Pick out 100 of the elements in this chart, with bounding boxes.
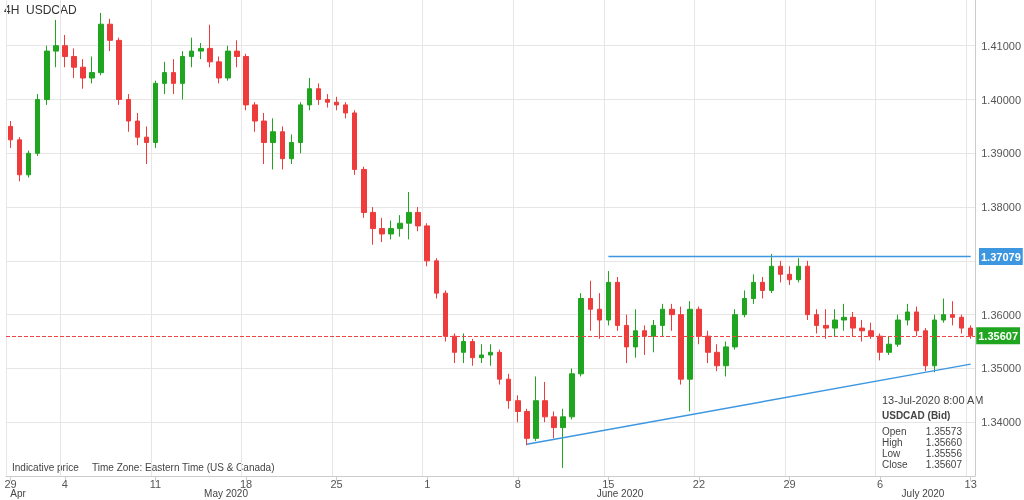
candlestick bbox=[723, 341, 729, 377]
x-tick-label: 29 bbox=[4, 477, 17, 490]
candlestick bbox=[397, 214, 403, 238]
candlestick bbox=[914, 306, 919, 337]
y-tick-label: 1.39000 bbox=[981, 147, 1021, 160]
chart-subtitle: USDCAD bbox=[26, 3, 78, 17]
annotation: 1.35573 bbox=[925, 426, 963, 437]
candlestick bbox=[633, 308, 638, 359]
candlestick bbox=[71, 47, 77, 79]
annotation: High bbox=[882, 437, 903, 448]
text: May 2020 bbox=[204, 487, 249, 499]
text: Apr bbox=[10, 487, 27, 499]
candlestick bbox=[551, 410, 557, 439]
candlestick bbox=[669, 303, 675, 332]
annotation: Indicative price bbox=[12, 461, 80, 473]
candlestick bbox=[252, 101, 258, 133]
candlestick bbox=[325, 93, 330, 109]
x-tick-label: 13 bbox=[964, 477, 977, 490]
candlestick bbox=[153, 80, 158, 149]
x-tick-label: 25 bbox=[330, 477, 343, 490]
candlestick bbox=[651, 319, 656, 353]
x-tick-label: 6 bbox=[877, 477, 884, 490]
candlestick bbox=[615, 276, 620, 332]
y-tick-label: 1.38000 bbox=[981, 201, 1021, 214]
candlestick bbox=[289, 133, 294, 165]
x-tick-label: 11 bbox=[149, 477, 162, 490]
candlestick bbox=[941, 298, 946, 324]
x-tick-label: 22 bbox=[692, 477, 706, 490]
candlestick bbox=[370, 206, 376, 246]
x-tick-label: 18 bbox=[239, 477, 253, 490]
x-tick-label: 4 bbox=[61, 477, 68, 490]
candlestick bbox=[959, 314, 964, 334]
candlestick bbox=[787, 265, 792, 286]
candlestick bbox=[687, 300, 693, 412]
candlestick bbox=[461, 332, 466, 364]
annotation: Time Zone: Eastern Time (US & Canada) bbox=[92, 461, 275, 473]
candlestick bbox=[832, 308, 838, 337]
x-tick-label: 15 bbox=[602, 477, 615, 490]
y-tick-label: 1.35000 bbox=[981, 362, 1021, 375]
candlestick bbox=[343, 101, 348, 119]
candlestick bbox=[895, 314, 901, 348]
candlestick bbox=[35, 93, 40, 157]
candlestick bbox=[198, 42, 204, 60]
ref-line-label: 1.35607 bbox=[978, 329, 1018, 342]
candlestick bbox=[841, 303, 847, 332]
candlestick bbox=[26, 150, 31, 178]
candlestick bbox=[805, 260, 810, 321]
candlestick bbox=[80, 58, 86, 90]
x-tick-label: 8 bbox=[514, 477, 521, 490]
candlestick bbox=[470, 338, 475, 367]
candlestick bbox=[760, 276, 765, 300]
candlestick bbox=[406, 191, 412, 240]
candlestick bbox=[778, 260, 783, 283]
annotation: USDCAD (Bid) bbox=[882, 409, 951, 421]
y-tick-label: 1.40000 bbox=[981, 93, 1021, 106]
candlestick bbox=[578, 292, 584, 377]
candlestick bbox=[8, 120, 13, 149]
candlestick bbox=[216, 55, 222, 84]
candlestick bbox=[307, 77, 312, 111]
candlestick bbox=[352, 109, 357, 176]
annotation: 1.35556 bbox=[925, 448, 963, 459]
x-tick-label: 29 bbox=[783, 477, 796, 490]
text: 1.37079 bbox=[981, 250, 1021, 263]
candlestick bbox=[361, 166, 367, 219]
candlestick bbox=[796, 257, 801, 283]
candlestick bbox=[533, 376, 539, 442]
candlestick bbox=[814, 308, 819, 334]
candlestick bbox=[488, 343, 493, 367]
candlestick bbox=[434, 257, 439, 300]
candlestick bbox=[280, 125, 285, 170]
candlestick bbox=[606, 270, 611, 326]
candlestick bbox=[886, 335, 892, 356]
candlestick bbox=[524, 408, 530, 446]
y-tick-label: 1.41000 bbox=[981, 39, 1021, 52]
candlestick bbox=[107, 18, 113, 52]
candlestick bbox=[144, 125, 149, 165]
candlestick bbox=[334, 96, 339, 111]
x-tick-label: 1 bbox=[424, 477, 431, 490]
candlestick bbox=[261, 112, 267, 165]
candlestick bbox=[424, 222, 430, 267]
candlestick bbox=[234, 39, 240, 68]
candlestick bbox=[135, 112, 140, 146]
candlestick bbox=[270, 117, 276, 170]
candlestick bbox=[180, 50, 185, 100]
candlestick bbox=[905, 303, 910, 326]
candlestick bbox=[560, 408, 566, 469]
candlestick bbox=[660, 303, 665, 337]
candlestick bbox=[950, 300, 955, 326]
candlestick bbox=[98, 12, 104, 76]
candlestick bbox=[569, 367, 575, 421]
candlestick bbox=[44, 45, 50, 106]
candlestick bbox=[751, 273, 756, 305]
candlestick bbox=[116, 37, 122, 106]
candlestick bbox=[162, 61, 167, 95]
chart-title: 4H bbox=[4, 3, 20, 17]
candlestick bbox=[89, 55, 95, 84]
y-tick-label: 1.34000 bbox=[981, 416, 1021, 429]
annotation: 1.35660 bbox=[925, 437, 963, 448]
candlestick bbox=[714, 343, 720, 372]
candlestick bbox=[515, 394, 521, 423]
